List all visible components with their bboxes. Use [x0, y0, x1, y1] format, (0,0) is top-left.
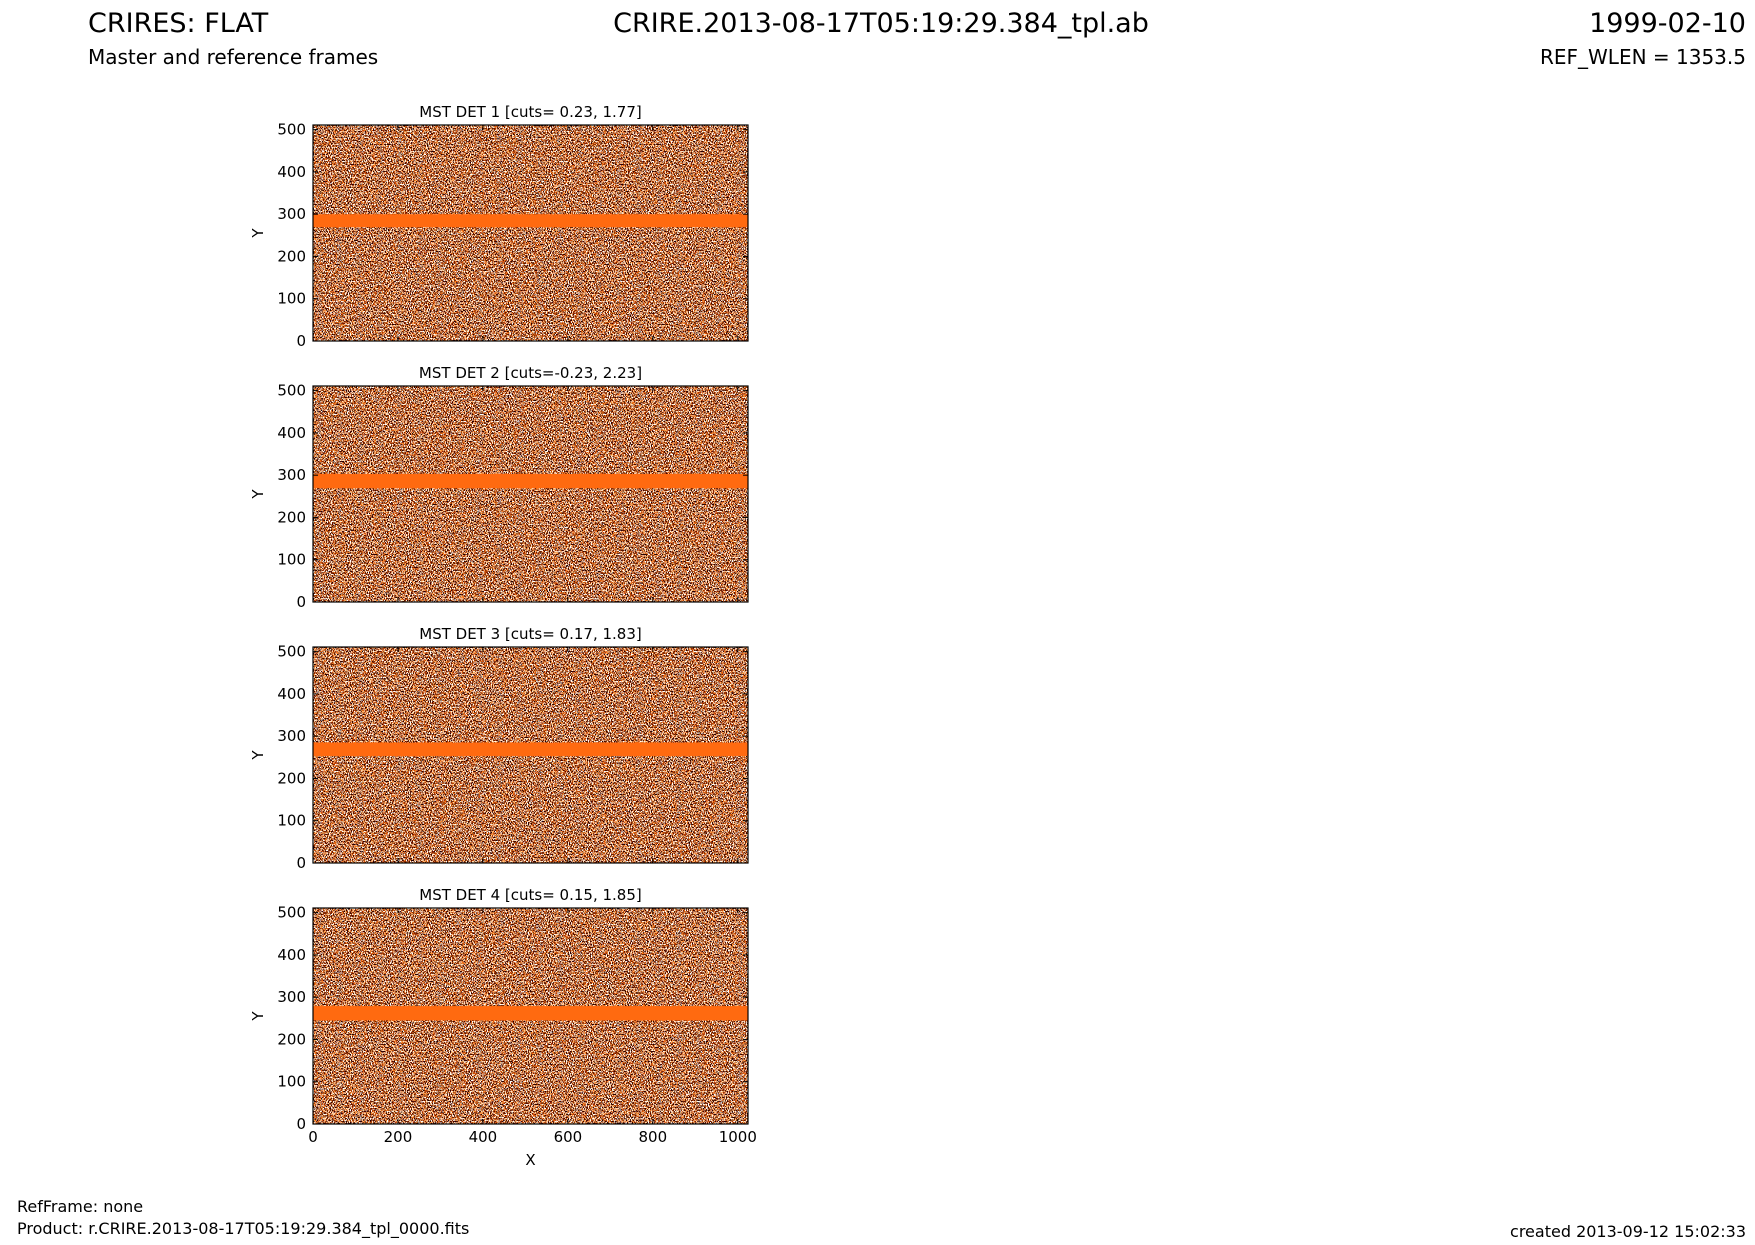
y-tick-label: 100 — [277, 812, 306, 830]
y-tick-label: 500 — [277, 904, 306, 922]
header-title: CRIRES: FLAT — [88, 8, 269, 39]
header-subtitle: Master and reference frames — [88, 45, 378, 69]
y-tick-label: 500 — [277, 643, 306, 661]
x-tick-label: 800 — [639, 1128, 668, 1146]
y-tick-label: 200 — [277, 508, 306, 526]
y-tick-label: 0 — [296, 593, 306, 611]
y-tick-label: 100 — [277, 290, 306, 308]
axes-frame — [312, 385, 749, 603]
y-tick-label: 100 — [277, 551, 306, 569]
axes-frame — [312, 907, 749, 1125]
y-tick-label: 200 — [277, 247, 306, 265]
y-tick-label: 300 — [277, 466, 306, 484]
y-tick-label: 100 — [277, 1073, 306, 1091]
x-axis-label: X — [525, 1151, 535, 1169]
y-tick-label: 200 — [277, 769, 306, 787]
panel-title: MST DET 3 [cuts= 0.17, 1.83] — [419, 625, 642, 643]
ref-wlen: REF_WLEN = 1353.5 — [1540, 45, 1746, 69]
x-tick-label: 200 — [384, 1128, 413, 1146]
axes-frame — [312, 646, 749, 864]
stripe — [313, 1006, 748, 1021]
y-tick-label: 400 — [277, 424, 306, 442]
x-tick-label: 400 — [469, 1128, 498, 1146]
panel-title: MST DET 2 [cuts=-0.23, 2.23] — [419, 364, 642, 382]
axes-frame — [312, 124, 749, 342]
y-tick-label: 0 — [296, 332, 306, 350]
image-frame — [313, 125, 748, 341]
y-axis-label: Y — [249, 228, 267, 239]
image-frame — [313, 386, 748, 602]
y-tick-label: 300 — [277, 988, 306, 1006]
y-tick-label: 300 — [277, 205, 306, 223]
y-axis-label: Y — [249, 489, 267, 500]
y-axis-label: Y — [249, 750, 267, 761]
y-tick-label: 400 — [277, 946, 306, 964]
y-tick-label: 400 — [277, 163, 306, 181]
header-date: 1999-02-10 — [1589, 8, 1746, 39]
panel-title: MST DET 4 [cuts= 0.15, 1.85] — [419, 886, 642, 904]
y-tick-label: 0 — [296, 854, 306, 872]
stripe — [313, 742, 748, 757]
footer-product: Product: r.CRIRE.2013-08-17T05:19:29.384… — [17, 1219, 469, 1239]
x-tick-label: 0 — [308, 1128, 318, 1146]
stripe — [313, 473, 748, 489]
y-tick-label: 400 — [277, 685, 306, 703]
panel-title: MST DET 1 [cuts= 0.23, 1.77] — [419, 103, 642, 121]
x-tick-label: 600 — [554, 1128, 583, 1146]
footer-created: created 2013-09-12 15:02:33 — [1510, 1222, 1746, 1241]
y-tick-label: 300 — [277, 727, 306, 745]
y-axis-label: Y — [249, 1011, 267, 1022]
y-tick-label: 200 — [277, 1030, 306, 1048]
header-file: CRIRE.2013-08-17T05:19:29.384_tpl.ab — [613, 8, 1149, 39]
y-tick-label: 500 — [277, 382, 306, 400]
footer-refframe: RefFrame: none — [17, 1197, 143, 1216]
y-tick-label: 0 — [296, 1115, 306, 1133]
stripe — [313, 214, 748, 228]
y-tick-label: 500 — [277, 121, 306, 139]
x-tick-label: 1000 — [719, 1128, 757, 1146]
